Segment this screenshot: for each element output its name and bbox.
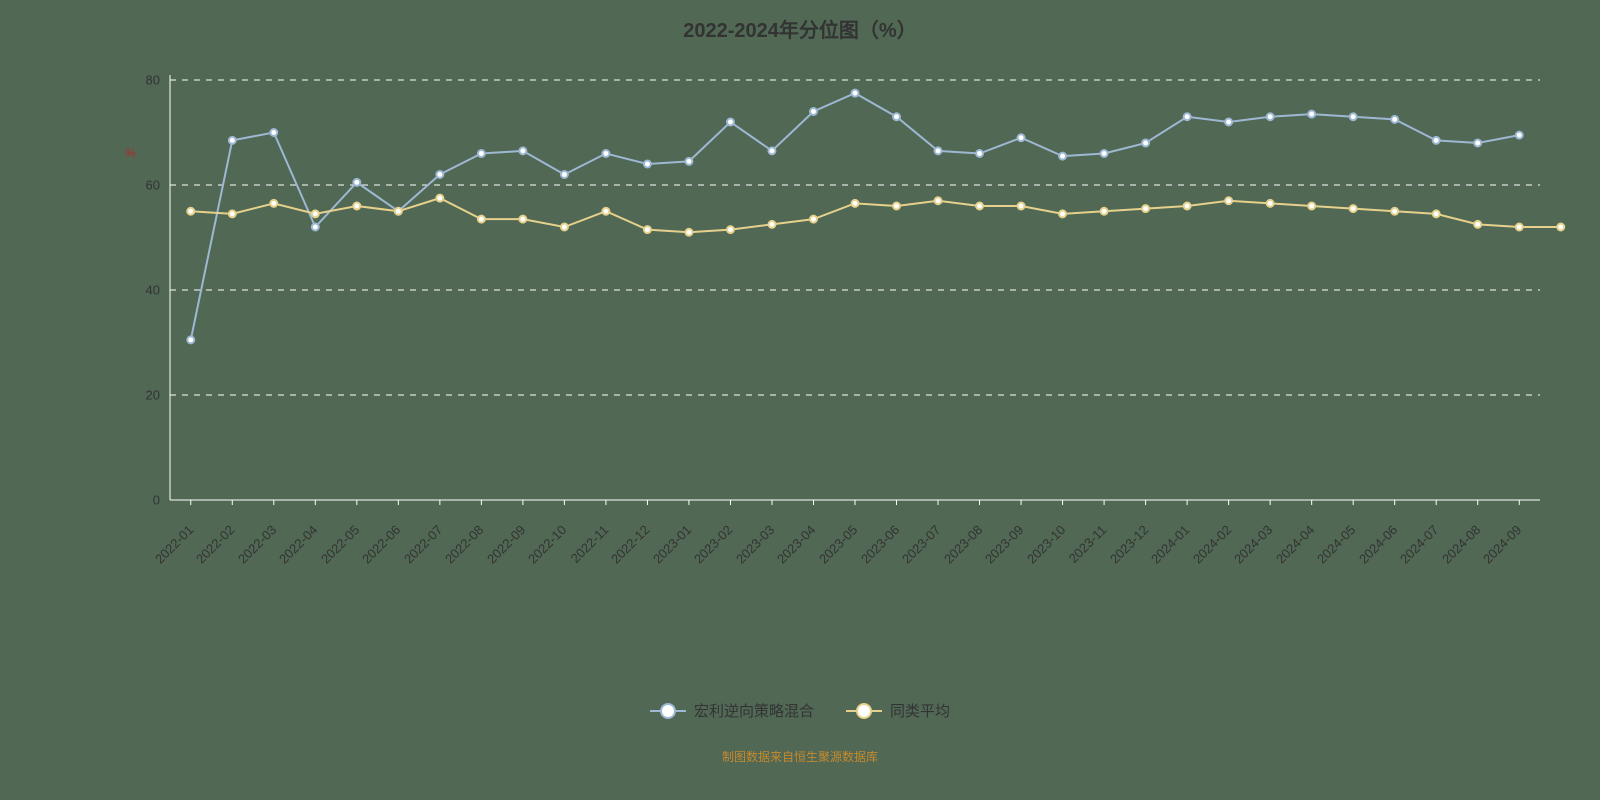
y-tick-label: 80 <box>120 73 160 88</box>
y-tick-label: 40 <box>120 283 160 298</box>
legend-label: 宏利逆向策略混合 <box>694 700 814 721</box>
legend-item: 宏利逆向策略混合 <box>650 700 814 721</box>
legend-line-icon <box>846 710 882 712</box>
chart-series <box>0 0 1600 800</box>
y-tick-label: 20 <box>120 388 160 403</box>
chart-attribution: 制图数据来自恒生聚源数据库 <box>0 748 1600 765</box>
y-tick-label: 0 <box>120 493 160 508</box>
y-tick-label: 60 <box>120 178 160 193</box>
legend-label: 同类平均 <box>890 700 950 721</box>
legend-line-icon <box>650 710 686 712</box>
chart-legend: 宏利逆向策略混合 同类平均 <box>0 700 1600 721</box>
legend-item: 同类平均 <box>846 700 950 721</box>
chart-container: 2022-2024年分位图（%） % 020406080 2022-012022… <box>0 0 1600 800</box>
